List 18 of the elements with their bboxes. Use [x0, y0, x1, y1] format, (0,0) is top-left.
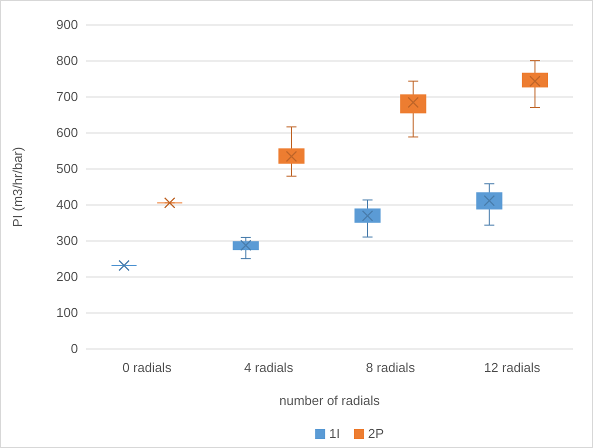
y-tick-label: 700 [56, 89, 78, 104]
y-tick-label: 100 [56, 305, 78, 320]
y-tick-label: 800 [56, 53, 78, 68]
x-axis-title: number of radials [279, 393, 380, 408]
y-tick-label: 300 [56, 233, 78, 248]
y-axis-title: PI (m3/hr/bar) [10, 146, 25, 228]
legend-label: 1I [329, 426, 340, 441]
x-tick-label: 8 radials [366, 360, 416, 376]
y-tick-label: 200 [56, 269, 78, 284]
y-tick-label: 600 [56, 125, 78, 140]
y-tick-label: 900 [56, 17, 78, 32]
y-tick-label: 500 [56, 161, 78, 176]
x-tick-label: 12 radials [484, 360, 541, 376]
y-tick-label: 0 [70, 341, 78, 356]
x-tick-label: 4 radials [244, 360, 294, 376]
y-tick-label: 400 [56, 197, 78, 212]
x-tick-label: 0 radials [122, 360, 172, 376]
legend-label: 2P [368, 426, 384, 441]
